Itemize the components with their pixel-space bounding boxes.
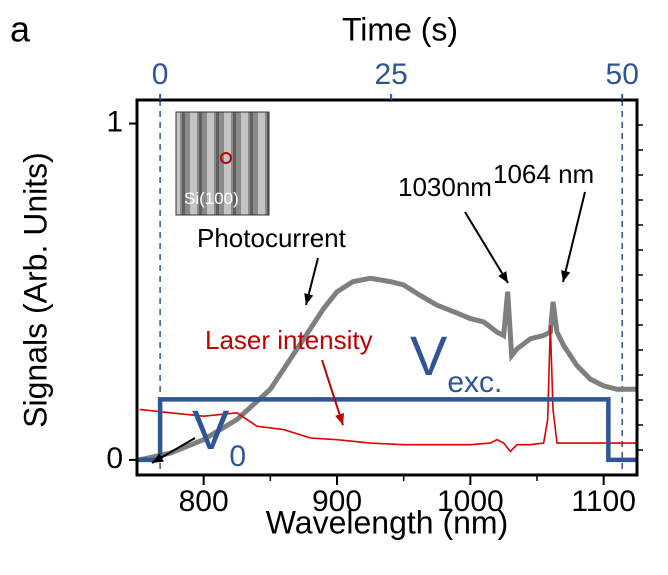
x2-tick-label: 0 <box>152 58 169 91</box>
arrow <box>321 359 344 426</box>
x2-tick-label: 25 <box>374 58 407 91</box>
x-tick-label: 900 <box>312 485 362 518</box>
annotation-text: Laser intensity <box>205 325 373 355</box>
annotation-sub: exc. <box>447 366 502 399</box>
annotation-sub: 0 <box>229 440 246 473</box>
annotation: 1064 nm <box>493 159 594 189</box>
arrow-head <box>152 453 164 463</box>
x2-tick-label: 50 <box>606 58 639 91</box>
annotation: Vexc. <box>410 324 502 399</box>
plot-frame <box>135 98 639 477</box>
annotation: Laser intensity <box>205 325 373 355</box>
arrow <box>464 211 509 284</box>
x-axis-title: Wavelength (nm) <box>266 504 508 540</box>
inset-frame <box>175 111 270 216</box>
arrow <box>562 191 586 283</box>
arrow-head <box>561 270 571 282</box>
annotation-text: V <box>192 398 230 461</box>
panel-label: a <box>10 9 31 50</box>
y-tick-label: 1 <box>106 105 123 138</box>
arrow-head <box>304 293 314 305</box>
annotation: 1030nm <box>398 172 492 202</box>
signal-line <box>139 325 637 453</box>
annotation-text: 1030nm <box>398 172 492 202</box>
annotation: V0 <box>192 398 246 473</box>
x2-axis-title: Time (s) <box>342 11 458 47</box>
annotation-text: 1064 nm <box>493 159 594 189</box>
annotation: Photocurrent <box>197 223 347 253</box>
x-tick-label: 1000 <box>437 485 504 518</box>
signal-line <box>139 275 637 463</box>
annotation-text: Photocurrent <box>197 223 347 253</box>
arrow-head <box>335 413 345 425</box>
arrow-head <box>498 271 508 283</box>
annotation-text: V <box>410 324 448 387</box>
x-tick-label: 1100 <box>571 485 636 518</box>
y-tick-label: 0 <box>106 442 123 475</box>
y-axis-title: Signals (Arb. Units) <box>17 152 53 428</box>
annotation-text: Si(100) <box>184 189 239 208</box>
annotation: Si(100) <box>184 189 239 208</box>
x-tick-label: 800 <box>179 485 229 518</box>
inset-image <box>175 111 270 216</box>
inset-marker <box>220 152 232 164</box>
